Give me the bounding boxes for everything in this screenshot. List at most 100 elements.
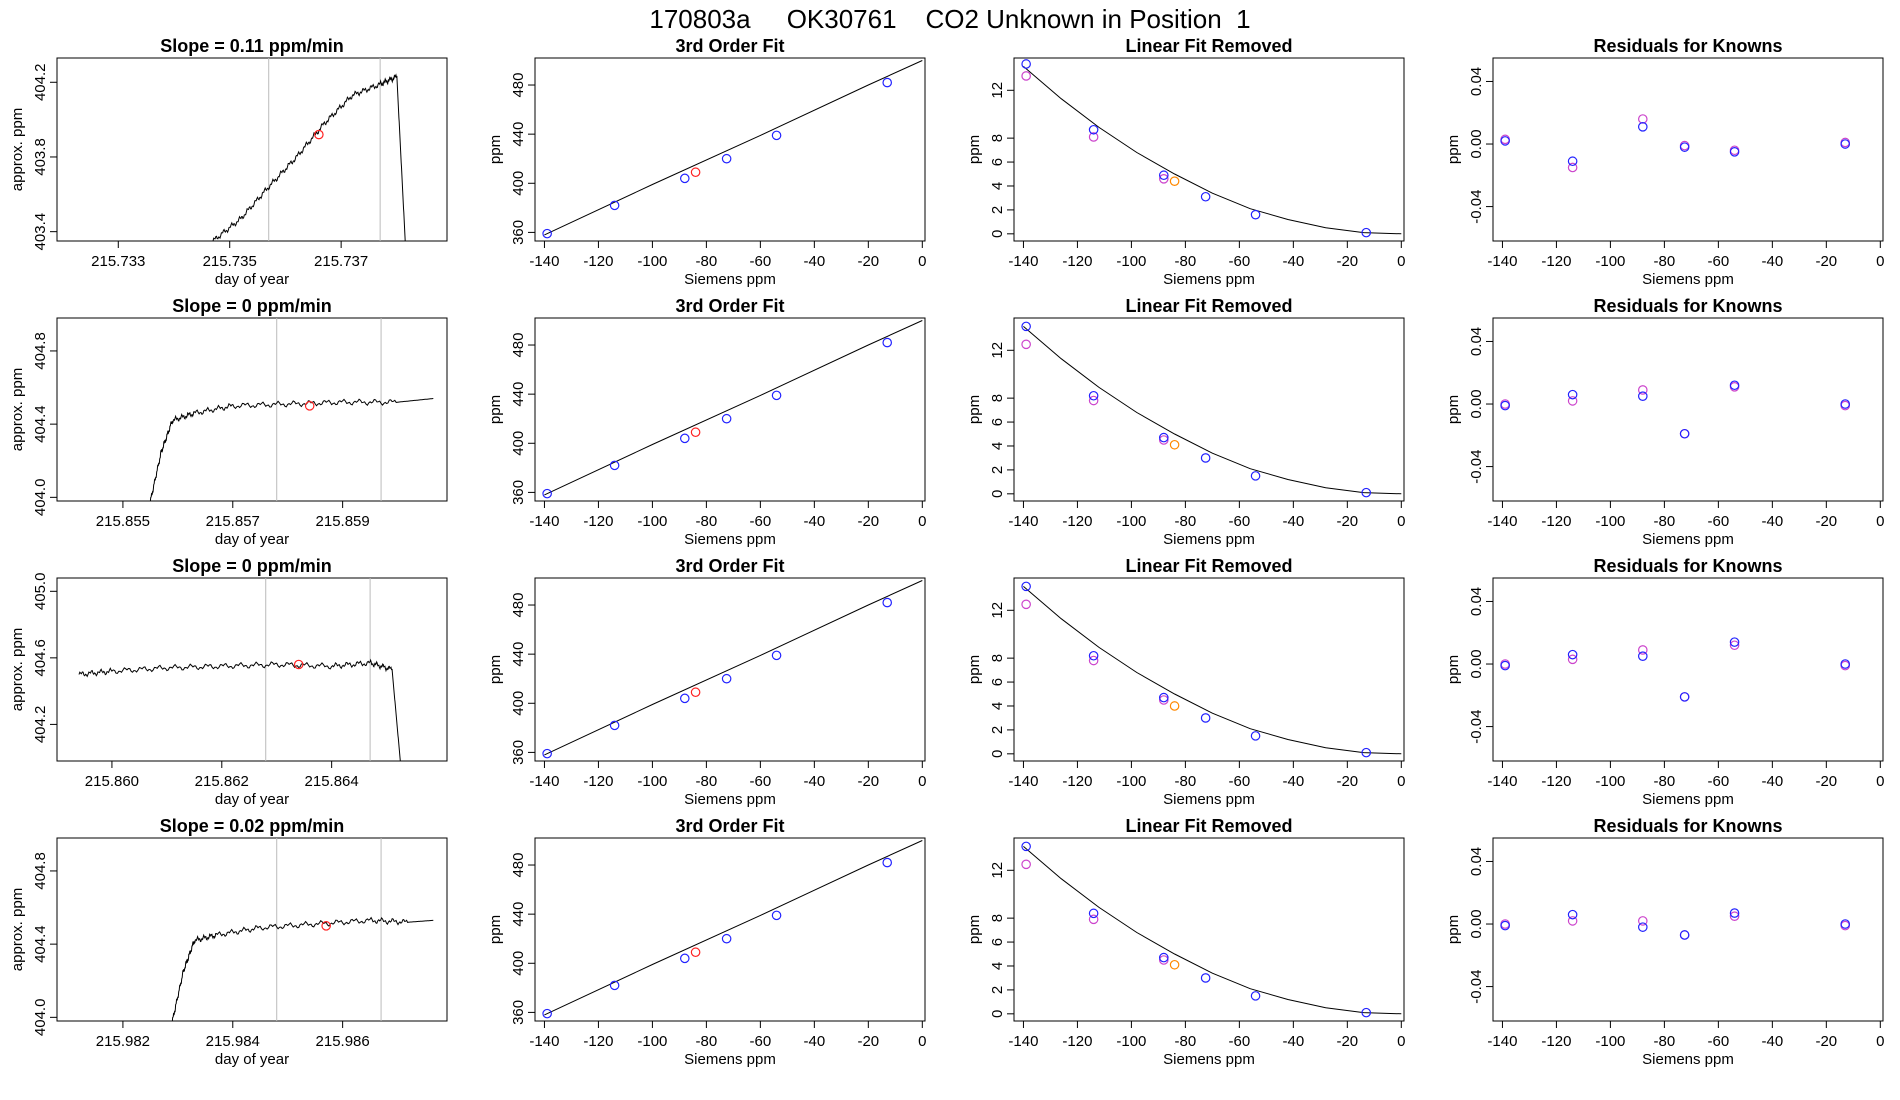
r1-fit-title: 3rd Order Fit — [675, 36, 784, 56]
r2-residuals-x-tick-label: -80 — [1654, 513, 1676, 530]
r3-residuals-standard-point — [1729, 637, 1740, 647]
r1-linear-removed-standard-point — [1250, 209, 1261, 220]
r1-residuals-y-tick-label: -0.04 — [1468, 189, 1485, 223]
r4-linear-removed-y-tick-label: 2 — [989, 986, 1006, 994]
r2-time-series-y-tick-label: 404.4 — [32, 405, 49, 443]
r2-linear-removed-y-tick-label: 12 — [989, 342, 1006, 359]
r2-residuals-y-tick-label: 0.00 — [1468, 389, 1485, 418]
r2-fit-x-tick-label: 0 — [918, 513, 926, 530]
r1-fit-standard-point — [542, 228, 552, 239]
r4-linear-removed-standard-point — [1158, 952, 1169, 963]
r2-fit-x-tick-label: -40 — [803, 513, 825, 530]
r2-residuals-y-axis-label: ppm — [1445, 395, 1462, 424]
r3-fit-x-tick-label: -140 — [529, 773, 559, 790]
r3-fit-standard-point — [679, 693, 690, 704]
r4-fit-x-tick-label: -20 — [857, 1033, 879, 1050]
r1-linear-removed-x-tick-label: -120 — [1062, 253, 1092, 270]
r1-linear-removed-x-tick-label: -20 — [1336, 253, 1358, 270]
r3-time-series-x-axis-label: day of year — [215, 791, 289, 808]
r4-linear-removed-x-tick-label: -40 — [1282, 1033, 1304, 1050]
r4-linear-removed-x-tick-label: -20 — [1336, 1033, 1358, 1050]
r3-fit-standard-point — [771, 650, 782, 661]
r2-fit-standard-point — [679, 433, 690, 444]
r3-linear-removed-y-tick-label: 12 — [989, 602, 1006, 619]
r3-fit-x-tick-label: -40 — [803, 773, 825, 790]
r4-linear-removed-unknown-point — [1169, 959, 1180, 970]
r2-linear-removed-title: Linear Fit Removed — [1125, 296, 1292, 316]
r3-residuals-x-tick-label: -60 — [1708, 773, 1730, 790]
r3-residuals-x-tick-label: -120 — [1541, 773, 1571, 790]
r3-linear-removed-standard-point — [1250, 731, 1261, 741]
r4-fit-standard-point — [679, 953, 690, 964]
r3-linear-removed-plot-frame — [1013, 577, 1405, 762]
r1-linear-removed-magenta-point — [1021, 71, 1031, 81]
r4-linear-removed-x-tick-label: -120 — [1062, 1033, 1092, 1050]
r1-linear-removed-standard-point — [1158, 170, 1169, 181]
r1-fit-x-axis-label: Siemens ppm — [684, 271, 776, 288]
r3-linear-removed-magenta-point — [1158, 695, 1169, 705]
r2-time-series-x-tick-label: 215.857 — [206, 513, 260, 530]
r4-fit-y-axis-label: ppm — [487, 915, 504, 944]
r3-time-series-unknown-point — [293, 659, 304, 670]
r1-linear-removed-y-tick-label: 8 — [989, 134, 1006, 142]
r1-residuals-x-tick-label: 0 — [1876, 253, 1884, 270]
r1-fit-standard-point — [679, 173, 690, 184]
r1-time-series-unknown-point — [314, 129, 324, 140]
r3-fit-x-tick-label: -120 — [583, 773, 613, 790]
r4-linear-removed-x-axis-label: Siemens ppm — [1163, 1051, 1255, 1068]
r4-linear-removed-y-tick-label: 8 — [989, 914, 1006, 922]
r3-residuals-standard-point — [1637, 651, 1648, 662]
r3-linear-removed-standard-point — [1158, 692, 1169, 703]
r2-linear-removed-x-tick-label: -100 — [1116, 513, 1146, 530]
r2-residuals-standard-point — [1729, 380, 1740, 391]
r1-fit-y-tick-label: 360 — [510, 220, 527, 245]
r4-linear-removed-magenta-point — [1088, 914, 1099, 925]
r2-time-series-trace-line — [149, 398, 434, 502]
r2-linear-removed-y-tick-label: 6 — [989, 418, 1006, 426]
r2-time-series-y-axis-label: approx. ppm — [9, 368, 26, 451]
r1-time-series-plot-frame — [56, 57, 448, 242]
r1-fit-unknown-point — [690, 167, 701, 178]
r4-fit-x-tick-label: -120 — [583, 1033, 613, 1050]
r3-fit-standard-point — [882, 597, 893, 608]
r3-fit-y-tick-label: 480 — [510, 593, 527, 618]
r2-residuals-standard-point — [1567, 389, 1578, 400]
r3-residuals-x-axis-label: Siemens ppm — [1642, 791, 1734, 808]
r2-residuals-x-tick-label: -140 — [1487, 513, 1517, 530]
r2-time-series-unknown-point — [304, 401, 315, 411]
r3-linear-removed-y-tick-label: 6 — [989, 678, 1006, 686]
r4-time-series-y-tick-label: 404.8 — [32, 852, 49, 890]
r2-linear-removed-standard-point — [1158, 432, 1169, 443]
r4-residuals-title: Residuals for Knowns — [1593, 816, 1782, 836]
r4-linear-removed-y-axis-label: ppm — [966, 915, 983, 944]
r3-time-series-title: Slope = 0 ppm/min — [172, 556, 332, 576]
r1-fit-standard-point — [771, 130, 782, 141]
r1-residuals-y-tick-label: 0.04 — [1468, 67, 1485, 96]
r4-time-series-title: Slope = 0.02 ppm/min — [160, 816, 345, 836]
r2-linear-removed-unknown-point — [1169, 439, 1180, 450]
r4-residuals-y-tick-label: 0.00 — [1468, 909, 1485, 938]
r1-linear-removed-y-axis-label: ppm — [966, 135, 983, 164]
r1-time-series-x-tick-label: 215.737 — [314, 253, 368, 270]
r4-fit-standard-point — [721, 933, 732, 944]
r4-fit-standard-point — [771, 910, 782, 921]
r3-time-series-x-tick-label: 215.862 — [195, 773, 249, 790]
r2-linear-removed-standard-point — [1250, 471, 1261, 481]
r2-linear-removed-standard-point — [1200, 453, 1211, 463]
r2-fit-y-axis-label: ppm — [487, 395, 504, 424]
r4-residuals-standard-point — [1679, 930, 1690, 940]
r1-linear-removed-standard-point — [1200, 191, 1211, 202]
r1-fit-x-tick-label: 0 — [918, 253, 926, 270]
r2-time-series-x-tick-label: 215.859 — [316, 513, 370, 530]
r2-linear-removed-fit-curve — [1023, 326, 1402, 495]
r1-residuals-magenta-point — [1567, 162, 1578, 173]
r3-linear-removed-y-tick-label: 8 — [989, 654, 1006, 662]
r3-fit-y-tick-label: 400 — [510, 691, 527, 716]
r2-fit-y-tick-label: 480 — [510, 333, 527, 358]
r1-linear-removed-x-tick-label: -140 — [1008, 253, 1038, 270]
r4-time-series-x-axis-label: day of year — [215, 1051, 289, 1068]
r3-time-series-x-tick-label: 215.864 — [305, 773, 359, 790]
page-title: 170803a OK30761 CO2 Unknown in Position … — [649, 4, 1251, 34]
r4-residuals-standard-point — [1567, 909, 1578, 920]
r1-fit-y-tick-label: 400 — [510, 171, 527, 196]
